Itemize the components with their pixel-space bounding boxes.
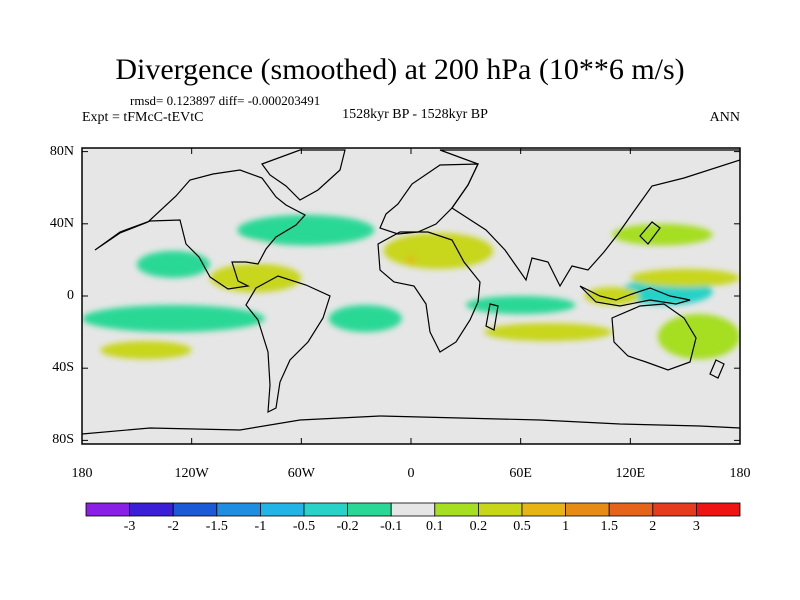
colorbar-swatch [129,502,174,517]
colorbar [85,502,741,517]
field-region-9 [136,250,210,278]
colorbar-swatch [172,502,218,517]
coast-north-america [94,169,306,290]
field-region-13 [465,296,576,315]
colorbar-label: 1 [562,519,570,534]
colorbar-label: 0.5 [513,519,531,534]
colorbar-label: -0.2 [336,519,359,534]
rmsd-diff-stats: rmsd= 0.123897 diff= -0.000203491 [130,93,321,108]
colorbar-swatch [216,502,261,517]
coast-south-america [245,275,331,414]
colorbar-label: -1.5 [205,519,228,534]
field-region-6 [584,286,640,306]
x-tick-label: 120E [615,466,646,481]
y-tick-label: 80S [52,432,74,448]
colorbar-label: -3 [123,519,136,534]
colorbar-swatch [608,502,654,517]
colorbar-swatch [390,502,436,517]
y-tick-label: 0 [67,288,74,303]
colorbar-label: 1.5 [600,519,618,534]
coast-africa [377,231,481,353]
colorbar-label: 2 [649,519,657,534]
y-tick-label: 40S [52,360,74,376]
colorbar-swatch [434,502,479,517]
coast-australia [611,303,697,371]
field-region-3 [407,256,415,264]
field-region-11 [100,341,192,360]
coast-japan [639,221,661,245]
field-region-8 [209,263,302,293]
experiment-label: Expt = tFMcC-tEVtC [82,110,204,125]
x-tick-label: 180 [71,466,93,481]
x-tick-label: 0 [407,466,415,481]
x-tick-label: 120W [174,466,209,481]
field-region-0 [237,214,375,246]
coast-new-zealand [709,359,725,379]
x-tick-label: 180 [729,466,751,481]
divergence-field [82,214,740,360]
coast-maritime [579,285,691,307]
period-label: 1528kyr BP - 1528kyr BP [342,107,488,122]
colorbar-swatch [521,502,566,517]
field-region-15 [657,314,740,360]
colorbar-swatch [303,502,348,517]
season-label: ANN [709,110,740,125]
colorbar-label: -2 [167,519,180,534]
field-region-1 [228,241,274,260]
colorbar-label: 0.2 [469,519,488,534]
field-region-12 [328,305,402,333]
coast-asia [439,149,740,288]
page-title: Divergence (smoothed) at 200 hPa (10**6 … [115,53,685,86]
coast-madagascar [485,303,499,331]
coast-antarctica [82,415,740,435]
field-region-2 [383,232,494,269]
field-region-14 [484,323,613,342]
coastlines [82,149,740,435]
colorbar-swatch [477,502,523,517]
colorbar-label: -0.1 [380,519,403,534]
colorbar-swatch [85,502,130,517]
y-tick-label: 40N [49,215,74,231]
y-tick-label: 80N [49,143,74,159]
coast-greenland [261,149,346,201]
colorbar-swatch [347,502,392,517]
colorbar-swatch [696,502,741,517]
colorbar-swatch [565,502,610,517]
colorbar-label: 0.1 [426,519,444,534]
x-tick-label: 60W [287,466,315,481]
colorbar-swatch [652,502,697,517]
colorbar-label: -0.5 [292,519,316,534]
field-region-4 [612,223,713,246]
x-tick-label: 60E [509,466,532,481]
field-region-7 [630,268,740,287]
colorbar-label: 3 [692,519,700,534]
colorbar-label: -1 [254,519,267,534]
colorbar-swatch [259,502,305,517]
field-region-10 [82,305,265,333]
